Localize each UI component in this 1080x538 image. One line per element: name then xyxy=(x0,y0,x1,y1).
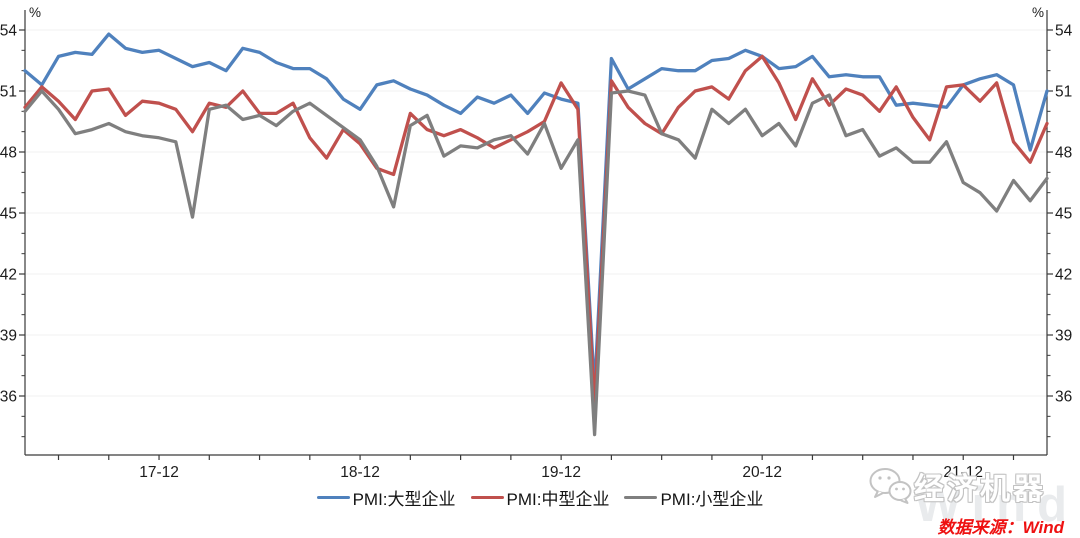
wechat-icon xyxy=(869,468,912,504)
x-tick-label: 17-12 xyxy=(139,464,179,481)
legend-swatch-large xyxy=(316,495,350,500)
unit-label-left: % xyxy=(29,5,41,20)
y-tick-label-right: 51 xyxy=(1055,84,1072,101)
pmi-line-chart: 36 36 39 39 42 42 45 45 48 48 51 51 54 54 17-12 18-12 19… xyxy=(0,5,1073,481)
legend-swatch-medium xyxy=(470,495,504,500)
y-tick-label-right: 54 xyxy=(1055,23,1073,40)
watermark: 经济机器 xyxy=(868,464,1046,508)
legend-item-medium: PMI:中型企业 xyxy=(470,485,610,510)
legend-swatch-small xyxy=(624,495,658,500)
y-tick-label-left: 54 xyxy=(0,23,17,40)
x-tick-label: 18-12 xyxy=(340,464,380,481)
legend-label-small: PMI:小型企业 xyxy=(660,490,764,509)
wind-ghost-watermark: Wind xyxy=(914,478,1078,532)
series-line-medium xyxy=(23,54,1049,408)
legend-label-large: PMI:大型企业 xyxy=(352,490,456,509)
x-tick-label: 19-12 xyxy=(541,464,581,481)
chart-legend: PMI:大型企业 PMI:中型企业 PMI:小型企业 xyxy=(0,485,1080,510)
legend-label-medium: PMI:中型企业 xyxy=(506,490,610,509)
y-tick-label-left: 42 xyxy=(0,267,17,284)
series-line-small xyxy=(23,89,1049,437)
y-tick-label-left: 36 xyxy=(0,389,17,406)
data-source-label: 数据来源：Wind xyxy=(937,518,1064,537)
y-tick-label-right: 39 xyxy=(1055,328,1072,345)
x-tick-label: 20-12 xyxy=(742,464,782,481)
series-line-large xyxy=(23,32,1049,392)
y-tick-label-right: 36 xyxy=(1055,389,1072,406)
legend-item-small: PMI:小型企业 xyxy=(624,485,763,510)
y-tick-label-right: 45 xyxy=(1055,206,1072,223)
y-tick-label-left: 39 xyxy=(0,328,17,345)
y-tick-label-left: 48 xyxy=(0,145,17,162)
y-tick-label-left: 51 xyxy=(0,84,17,101)
legend-item-large: PMI:大型企业 xyxy=(316,485,456,510)
unit-label-right: % xyxy=(1032,5,1044,20)
watermark-brand-text: 经济机器 xyxy=(914,473,1046,506)
x-tick-label: 21-12 xyxy=(943,464,983,481)
y-tick-label-right: 42 xyxy=(1055,267,1072,284)
y-tick-label-right: 48 xyxy=(1055,145,1072,162)
y-tick-label-left: 45 xyxy=(0,206,17,223)
